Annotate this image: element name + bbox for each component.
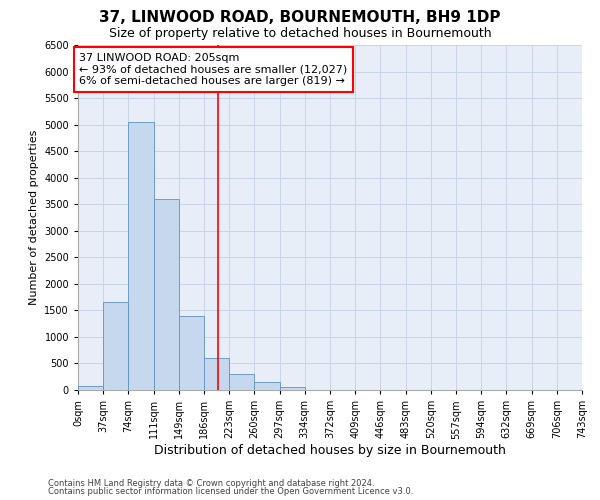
Bar	[179, 316, 204, 390]
Text: 37, LINWOOD ROAD, BOURNEMOUTH, BH9 1DP: 37, LINWOOD ROAD, BOURNEMOUTH, BH9 1DP	[99, 10, 501, 25]
Bar	[78, 386, 103, 390]
Bar	[229, 374, 254, 390]
Y-axis label: Number of detached properties: Number of detached properties	[29, 130, 38, 305]
Bar	[103, 302, 128, 390]
Bar	[280, 388, 305, 390]
Text: Contains HM Land Registry data © Crown copyright and database right 2024.: Contains HM Land Registry data © Crown c…	[48, 478, 374, 488]
Text: Size of property relative to detached houses in Bournemouth: Size of property relative to detached ho…	[109, 28, 491, 40]
Bar	[128, 122, 154, 390]
Bar	[254, 382, 280, 390]
Text: Contains public sector information licensed under the Open Government Licence v3: Contains public sector information licen…	[48, 487, 413, 496]
Bar	[154, 199, 179, 390]
X-axis label: Distribution of detached houses by size in Bournemouth: Distribution of detached houses by size …	[154, 444, 506, 457]
Text: 37 LINWOOD ROAD: 205sqm
← 93% of detached houses are smaller (12,027)
6% of semi: 37 LINWOOD ROAD: 205sqm ← 93% of detache…	[79, 53, 347, 86]
Bar	[204, 358, 229, 390]
